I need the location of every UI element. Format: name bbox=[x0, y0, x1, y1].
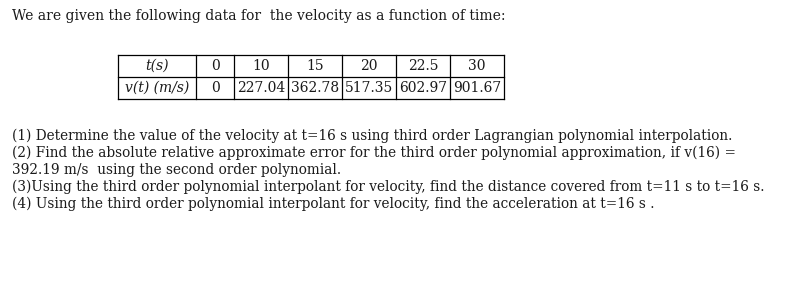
Text: 227.04: 227.04 bbox=[237, 81, 285, 95]
Text: 20: 20 bbox=[360, 59, 378, 73]
Text: 22.5: 22.5 bbox=[408, 59, 438, 73]
Text: v(t) (m/s): v(t) (m/s) bbox=[125, 81, 189, 95]
Text: 362.78: 362.78 bbox=[291, 81, 339, 95]
Text: 602.97: 602.97 bbox=[399, 81, 447, 95]
Text: 30: 30 bbox=[468, 59, 486, 73]
Text: 517.35: 517.35 bbox=[345, 81, 393, 95]
Text: (2) Find the absolute relative approximate error for the third order polynomial : (2) Find the absolute relative approxima… bbox=[12, 146, 736, 160]
Text: (1) Determine the value of the velocity at t=16 s using third order Lagrangian p: (1) Determine the value of the velocity … bbox=[12, 129, 732, 144]
Text: 0: 0 bbox=[210, 81, 219, 95]
Text: (4) Using the third order polynomial interpolant for velocity, find the accelera: (4) Using the third order polynomial int… bbox=[12, 197, 654, 212]
Text: t(s): t(s) bbox=[146, 59, 169, 73]
Text: 0: 0 bbox=[210, 59, 219, 73]
Text: 392.19 m/s  using the second order polynomial.: 392.19 m/s using the second order polyno… bbox=[12, 163, 341, 177]
Text: (3)Using the third order polynomial interpolant for velocity, find the distance : (3)Using the third order polynomial inte… bbox=[12, 180, 765, 194]
Text: We are given the following data for  the velocity as a function of time:: We are given the following data for the … bbox=[12, 9, 506, 23]
Text: 10: 10 bbox=[252, 59, 270, 73]
Text: 15: 15 bbox=[306, 59, 324, 73]
Text: 901.67: 901.67 bbox=[453, 81, 501, 95]
